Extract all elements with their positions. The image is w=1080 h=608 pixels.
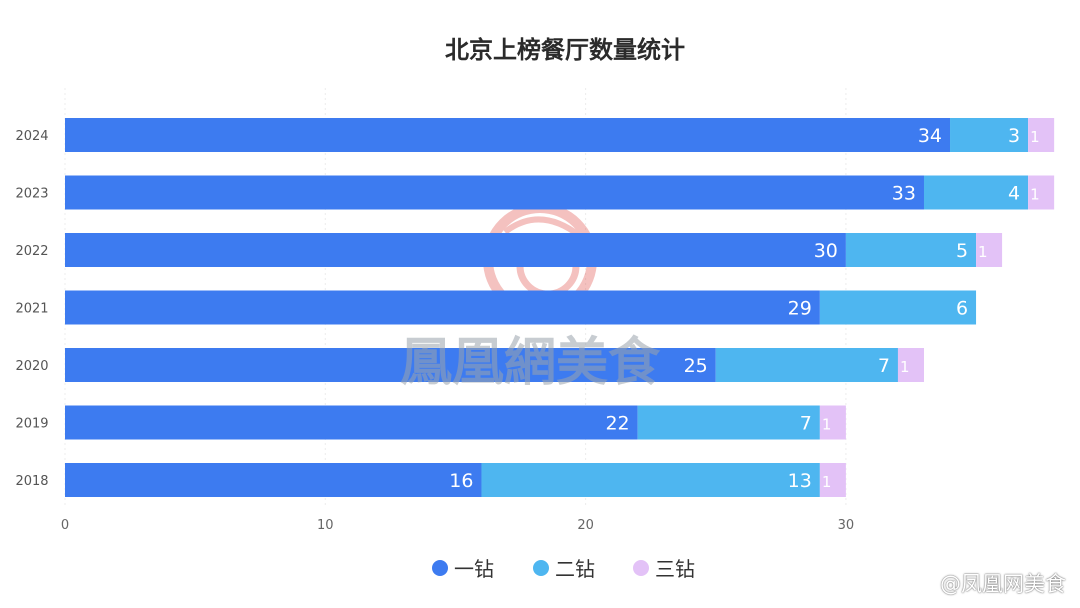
bar-segment xyxy=(976,233,1003,267)
bar-value-label: 1 xyxy=(978,243,988,261)
bar-value-label: 1 xyxy=(822,416,832,434)
legend-marker xyxy=(633,560,649,576)
watermark-logo-swirl xyxy=(503,216,582,239)
bar-value-label: 7 xyxy=(878,355,890,377)
bar-segment xyxy=(715,348,898,382)
credit-watermark: @凤凰网美食 xyxy=(940,572,1066,596)
bar-value-label: 30 xyxy=(814,240,838,262)
bar-segment xyxy=(65,233,846,267)
y-category-label: 2023 xyxy=(15,187,48,202)
bar-value-label: 22 xyxy=(605,413,629,435)
bar-value-label: 4 xyxy=(1008,183,1020,205)
x-tick-label: 0 xyxy=(61,518,69,533)
bar-value-label: 16 xyxy=(449,470,473,492)
y-category-label: 2019 xyxy=(15,417,48,432)
bar-segment xyxy=(65,348,716,382)
bar-segment xyxy=(845,233,977,267)
bar-value-label: 5 xyxy=(956,240,968,262)
bar-value-label: 3 xyxy=(1008,125,1020,147)
chart-title: 北京上榜餐厅数量统计 xyxy=(445,36,685,64)
bar-segment xyxy=(65,290,820,325)
bar-value-label: 1 xyxy=(822,473,832,491)
bar-value-label: 25 xyxy=(684,355,708,377)
bar-value-label: 1 xyxy=(1030,128,1040,146)
bar-segment xyxy=(1028,118,1055,152)
y-category-label: 2024 xyxy=(15,129,48,144)
bar-segment xyxy=(923,175,1029,210)
bar-segment xyxy=(819,405,846,440)
bar-value-label: 29 xyxy=(788,298,812,320)
legend-marker xyxy=(432,560,448,576)
bar-value-label: 34 xyxy=(918,125,942,147)
bar-segment xyxy=(637,405,820,440)
y-category-label: 2021 xyxy=(15,302,48,317)
bar-segment xyxy=(65,175,924,210)
data-labels: 34 3 133 4 130 5 129 625 7 122 7 116 13 1 xyxy=(449,125,1039,492)
watermark-text: 鳳凰網美食 xyxy=(400,332,661,393)
bar-segment xyxy=(481,463,820,497)
bar-segment xyxy=(65,463,482,497)
bars xyxy=(65,118,1055,497)
bar-value-label: 1 xyxy=(900,358,910,376)
bar-value-label: 1 xyxy=(1030,186,1040,204)
legend-label: 三钻 xyxy=(655,557,695,581)
bar-segment xyxy=(65,405,638,440)
bar-segment xyxy=(897,348,924,382)
x-tick-label: 30 xyxy=(838,518,855,533)
bar-segment xyxy=(65,118,951,152)
x-tick-label: 10 xyxy=(317,518,334,533)
bar-value-label: 7 xyxy=(800,413,812,435)
bar-segment xyxy=(1028,175,1055,210)
bar-value-label: 6 xyxy=(956,298,968,320)
x-tick-label: 20 xyxy=(577,518,594,533)
bar-segment xyxy=(950,118,1029,152)
y-category-label: 2018 xyxy=(15,474,48,489)
legend-marker xyxy=(533,560,549,576)
bar-segment xyxy=(819,463,846,497)
bar-value-label: 33 xyxy=(892,183,916,205)
x-axis-labels: 0 10 20 30 xyxy=(61,518,854,533)
legend-label: 一钻 xyxy=(454,557,494,581)
legend: 一钻 二钻 三钻 xyxy=(432,557,695,581)
y-axis-labels: 2024 2023 2022 2021 2020 2019 2018 xyxy=(15,129,48,489)
bar-value-label: 13 xyxy=(788,470,812,492)
legend-label: 二钻 xyxy=(555,557,595,581)
bar-segment xyxy=(819,290,977,325)
y-category-label: 2022 xyxy=(15,244,48,259)
y-category-label: 2020 xyxy=(15,359,48,374)
